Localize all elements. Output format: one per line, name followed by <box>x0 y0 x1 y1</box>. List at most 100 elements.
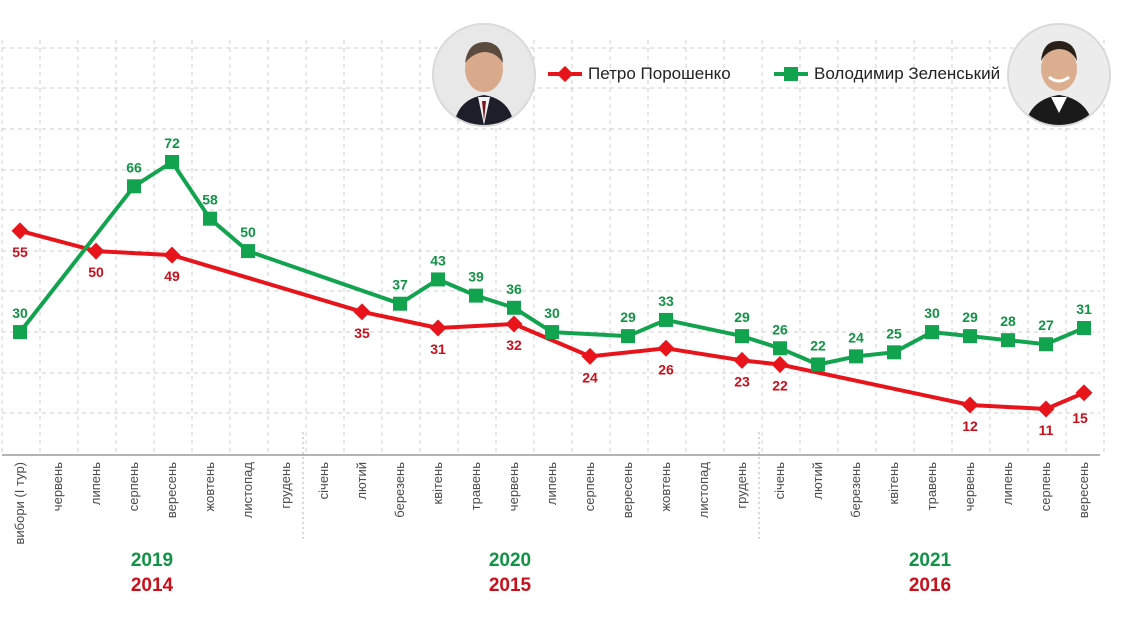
x-tick-label: червень <box>50 462 65 511</box>
poroshenko-point <box>733 351 751 369</box>
zelensky-data-label: 24 <box>848 329 864 345</box>
x-tick-label: березень <box>392 462 407 518</box>
x-tick-label: березень <box>848 462 863 518</box>
year-label-2014-series: 2015 <box>489 575 532 596</box>
zelensky-point <box>1039 337 1053 352</box>
x-tick-label: серпень <box>1038 462 1053 511</box>
x-tick-label: червень <box>962 462 977 511</box>
zelensky-point <box>507 300 521 315</box>
x-tick-label: вересень <box>620 462 635 518</box>
poroshenko-portrait <box>432 23 536 127</box>
x-tick-label: квітень <box>886 462 901 505</box>
poroshenko-point <box>961 396 979 414</box>
zelensky-data-label: 43 <box>430 252 446 268</box>
x-tick-label: липень <box>544 462 559 505</box>
legend-poroshenko-marker <box>556 65 574 83</box>
zelensky-point <box>773 341 787 356</box>
zelensky-data-label: 30 <box>12 305 28 321</box>
legend-poroshenko: Петро Порошенко <box>548 61 731 87</box>
poroshenko-data-label: 50 <box>88 264 104 280</box>
zelensky-point <box>241 244 255 259</box>
zelensky-portrait <box>1007 23 1111 127</box>
poroshenko-point <box>657 339 675 357</box>
zelensky-data-label: 27 <box>1038 317 1054 333</box>
zelensky-data-label: 26 <box>772 321 788 337</box>
zelensky-point <box>1077 321 1091 336</box>
poroshenko-data-label: 26 <box>658 361 674 377</box>
year-label-2014-series: 2016 <box>909 575 951 596</box>
x-tick-label: серпень <box>126 462 141 511</box>
zelensky-point <box>659 312 673 327</box>
zelensky-point <box>887 345 901 360</box>
zelensky-data-label: 58 <box>202 192 218 208</box>
poroshenko-data-label: 24 <box>582 369 598 385</box>
year-label-2019-series: 2021 <box>909 550 952 571</box>
poroshenko-point <box>353 303 371 321</box>
x-tick-label: грудень <box>734 462 749 509</box>
x-tick-label: жовтень <box>658 462 673 512</box>
poroshenko-point <box>163 246 181 264</box>
zelensky-data-label: 25 <box>886 325 902 341</box>
x-tick-label: січень <box>772 462 787 500</box>
x-tick-label: липень <box>1000 462 1015 505</box>
zelensky-data-label: 31 <box>1076 301 1092 317</box>
zelensky-point <box>431 272 445 287</box>
year-label-2014-series: 2014 <box>131 575 174 596</box>
poroshenko-data-label: 32 <box>506 337 522 353</box>
zelensky-data-label: 29 <box>962 309 978 325</box>
zelensky-data-label: 66 <box>126 159 142 175</box>
poroshenko-point <box>581 347 599 365</box>
zelensky-data-label: 22 <box>810 337 826 353</box>
x-tick-label: липень <box>88 462 103 505</box>
x-tick-label: квітень <box>430 462 445 505</box>
poroshenko-point <box>771 355 789 373</box>
zelensky-data-label: 37 <box>392 277 408 293</box>
zelensky-data-label: 29 <box>620 309 636 325</box>
x-tick-label: травень <box>924 462 939 511</box>
x-tick-label: листопад <box>240 462 255 519</box>
poroshenko-point <box>505 315 523 333</box>
legend-poroshenko-label: Петро Порошенко <box>588 64 731 83</box>
x-tick-label: січень <box>316 462 331 500</box>
zelensky-point <box>849 349 863 364</box>
zelensky-point <box>735 329 749 344</box>
zelensky-point <box>811 357 825 372</box>
poroshenko-data-label: 11 <box>1039 422 1054 438</box>
x-tick-label: лютий <box>354 462 369 500</box>
zelensky-data-label: 30 <box>924 305 940 321</box>
x-tick-label: червень <box>506 462 521 511</box>
x-tick-label: травень <box>468 462 483 511</box>
zelensky-data-label: 72 <box>164 135 180 151</box>
zelensky-point <box>203 211 217 226</box>
legend-zelensky: Володимир Зеленський <box>774 61 1000 87</box>
poroshenko-data-label: 35 <box>354 325 370 341</box>
x-tick-label: лютий <box>810 462 825 500</box>
zelensky-point <box>963 329 977 344</box>
zelensky-point <box>621 329 635 344</box>
zelensky-data-label: 33 <box>658 293 674 309</box>
poroshenko-data-label: 15 <box>1072 410 1088 426</box>
poroshenko-point <box>1075 384 1093 402</box>
poroshenko-data-label: 22 <box>772 377 788 393</box>
poroshenko-data-label: 12 <box>962 418 978 434</box>
year-label-2019-series: 2020 <box>489 550 531 571</box>
x-tick-label: вересень <box>164 462 179 518</box>
legend-zelensky-swatch <box>774 61 808 87</box>
poroshenko-data-label: 31 <box>430 341 446 357</box>
zelensky-data-label: 39 <box>468 269 484 285</box>
legend-zelensky-marker <box>784 67 798 81</box>
zelensky-data-label: 50 <box>240 224 256 240</box>
x-tick-label: серпень <box>582 462 597 511</box>
zelensky-point <box>127 179 141 194</box>
x-tick-label: вересень <box>1076 462 1091 518</box>
zelensky-series-line <box>18 160 1086 367</box>
legend-zelensky-label: Володимир Зеленський <box>814 64 1001 83</box>
poroshenko-data-label: 49 <box>164 268 180 284</box>
zelensky-point <box>13 325 27 340</box>
x-tick-label: грудень <box>278 462 293 509</box>
zelensky-point <box>469 288 483 303</box>
x-tick-label: вибори (І тур) <box>12 462 27 545</box>
zelensky-point <box>1001 333 1015 348</box>
